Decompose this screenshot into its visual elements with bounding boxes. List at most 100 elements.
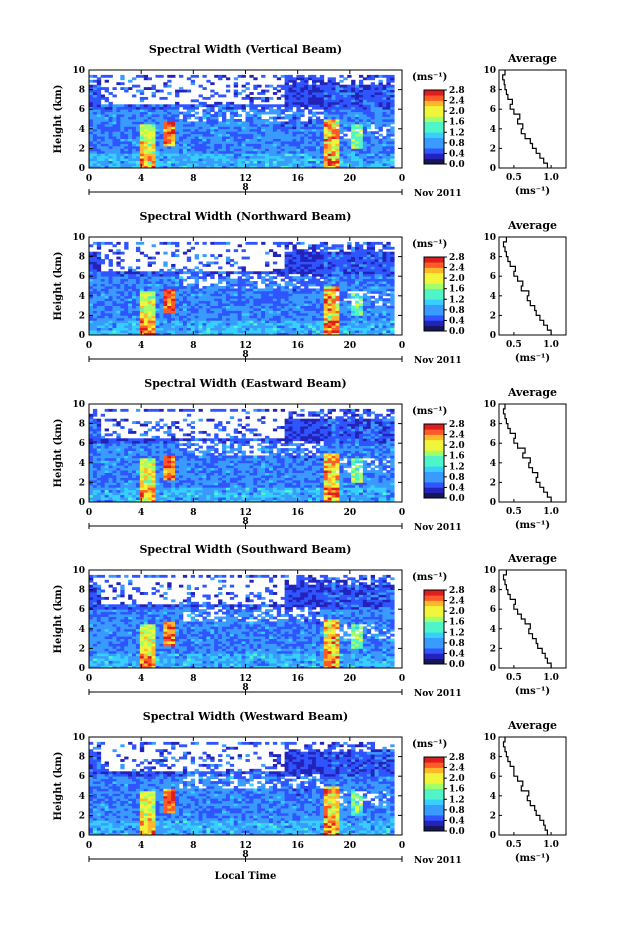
heatmap-cell xyxy=(202,126,207,130)
heatmap-cell xyxy=(167,131,172,135)
heatmap-cell xyxy=(319,104,325,108)
heatmap-cell xyxy=(347,143,352,147)
heatmap-cell xyxy=(206,312,211,316)
heatmap-cell xyxy=(351,288,356,292)
heatmap-cell xyxy=(343,283,348,287)
heatmap-cell xyxy=(139,133,145,137)
heatmap-cell xyxy=(358,325,364,329)
heatmap-cell xyxy=(132,330,137,333)
heatmap-cell xyxy=(335,158,340,162)
heatmap-cell xyxy=(198,116,203,120)
heatmap-cell xyxy=(331,104,336,108)
heatmap-cell xyxy=(108,153,113,157)
heatmap-cell xyxy=(343,138,348,142)
heatmap-cell xyxy=(358,266,364,270)
heatmap-cell xyxy=(370,158,376,162)
heatmap-cell xyxy=(116,109,121,113)
avg-x-label: (ms⁻¹) xyxy=(515,353,550,364)
heatmap-cell xyxy=(272,158,278,162)
heatmap-cell xyxy=(128,79,133,83)
heatmap-cell xyxy=(308,317,313,321)
heatmap-cell xyxy=(312,278,317,282)
heatmap-cell xyxy=(233,322,239,326)
heatmap-cell xyxy=(312,160,317,164)
heatmap-cell xyxy=(253,126,258,130)
heatmap-cell xyxy=(323,150,329,154)
heatmap-cell xyxy=(382,121,387,125)
heatmap-cell xyxy=(292,271,297,275)
heatmap-cell xyxy=(108,101,113,105)
heatmap-cell xyxy=(347,153,352,157)
heatmap-cell xyxy=(229,111,235,115)
heatmap-cell xyxy=(210,271,215,275)
heatmap-cell xyxy=(315,273,321,277)
heatmap-cell xyxy=(163,136,168,139)
heatmap-cell xyxy=(343,101,348,105)
heatmap-cell xyxy=(362,128,368,132)
heatmap-cell xyxy=(210,322,215,326)
heatmap-cell xyxy=(366,143,372,147)
heatmap-cell xyxy=(222,143,227,147)
heatmap-cell xyxy=(214,303,219,306)
heatmap-cell xyxy=(386,268,391,272)
heatmap-cell xyxy=(339,278,344,282)
heatmap-cell xyxy=(225,84,231,88)
x-tick-label: 16 xyxy=(291,341,304,351)
heatmap-cell xyxy=(347,160,352,164)
heatmap-cell xyxy=(288,119,293,122)
heatmap-cell xyxy=(229,153,235,157)
heatmap-cell xyxy=(386,263,391,267)
heatmap-cell xyxy=(390,153,395,157)
heatmap-cell xyxy=(214,295,219,299)
heatmap-cell xyxy=(327,158,332,162)
heatmap-cell xyxy=(222,276,227,280)
heatmap-cell xyxy=(276,165,282,169)
heatmap-cell xyxy=(245,288,250,292)
heatmap-cell xyxy=(284,141,289,144)
heatmap-cell xyxy=(261,332,266,336)
heatmap-cell xyxy=(355,241,360,245)
heatmap-cell xyxy=(327,79,332,83)
heatmap-cell xyxy=(194,141,199,144)
heatmap-cell xyxy=(92,96,98,100)
heatmap-cell xyxy=(288,116,293,120)
heatmap-cell xyxy=(100,109,106,113)
heatmap-cell xyxy=(96,136,102,139)
heatmap-cell xyxy=(268,153,274,157)
heatmap-cell xyxy=(143,116,149,120)
heatmap-cell xyxy=(292,276,297,280)
heatmap-cell xyxy=(390,278,395,282)
heatmap-cell xyxy=(104,308,109,311)
heatmap-cell xyxy=(96,128,102,132)
heatmap-cell xyxy=(147,308,152,311)
heatmap-cell xyxy=(218,155,223,159)
heatmap-cell xyxy=(143,317,149,321)
heatmap-cell xyxy=(233,315,239,319)
heatmap-cell xyxy=(112,136,117,139)
heatmap-cell xyxy=(128,87,133,90)
heatmap-cell xyxy=(190,155,196,159)
heatmap-cell xyxy=(139,114,145,117)
heatmap-cell xyxy=(116,293,121,297)
heatmap-cell xyxy=(253,148,258,152)
heatmap-cell xyxy=(249,276,254,280)
heatmap-cell xyxy=(343,303,348,306)
heatmap-cell xyxy=(218,163,223,166)
heatmap-cell xyxy=(132,312,137,316)
heatmap-cell xyxy=(143,87,149,90)
heatmap-cell xyxy=(147,145,152,149)
heatmap-cell xyxy=(370,87,376,90)
heatmap-cell xyxy=(261,317,266,321)
heatmap-cell xyxy=(100,288,106,292)
heatmap-cell xyxy=(222,288,227,292)
heatmap-cell xyxy=(218,310,223,314)
heatmap-cell xyxy=(194,131,199,135)
heatmap-cell xyxy=(225,312,231,316)
heatmap-cell xyxy=(186,89,192,93)
heatmap-cell xyxy=(268,327,274,331)
heatmap-cell xyxy=(104,87,109,90)
heatmap-cell xyxy=(132,283,137,287)
heatmap-cell xyxy=(386,133,391,137)
heatmap-cell xyxy=(300,109,305,113)
heatmap-cell xyxy=(198,94,203,98)
